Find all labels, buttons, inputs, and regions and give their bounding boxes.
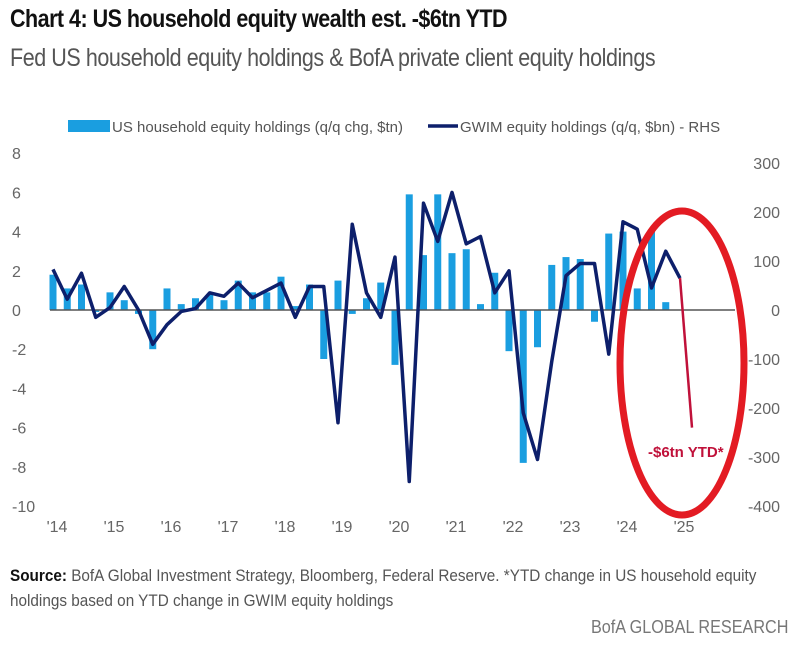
bar bbox=[477, 304, 484, 310]
bar bbox=[434, 194, 442, 310]
bar bbox=[78, 284, 85, 310]
y-axis-left: 8 6 4 2 0 -2 -4 -6 -8 -10 bbox=[12, 146, 35, 516]
bar bbox=[206, 294, 214, 310]
y-right-tick-label: 100 bbox=[753, 254, 780, 271]
bar bbox=[420, 255, 427, 310]
x-axis: '14 '15 '16 '17 '18 '19 '20 '21 '22 '23 '24 '25 bbox=[47, 519, 695, 536]
bar bbox=[348, 310, 356, 314]
y-left-tick-label: -6 bbox=[12, 421, 26, 438]
bar bbox=[220, 300, 228, 310]
bar-series bbox=[49, 194, 670, 463]
bar bbox=[519, 310, 527, 463]
legend: US household equity holdings (q/q chg, $… bbox=[68, 119, 720, 136]
bar bbox=[92, 310, 100, 312]
bar bbox=[605, 233, 613, 310]
ytd-estimate-line bbox=[678, 278, 694, 428]
bar bbox=[334, 280, 342, 310]
bar bbox=[591, 310, 598, 322]
legend-bar-swatch bbox=[68, 120, 110, 132]
y-left-tick-label: -10 bbox=[12, 499, 35, 516]
bar bbox=[462, 249, 470, 310]
x-tick-label: '16 bbox=[161, 519, 182, 536]
y-left-tick-label: 4 bbox=[12, 225, 21, 242]
y-right-tick-label: 300 bbox=[753, 156, 780, 173]
x-tick-label: '18 bbox=[275, 519, 296, 536]
legend-line-label: GWIM equity holdings (q/q, $bn) - RHS bbox=[460, 119, 720, 136]
x-tick-label: '22 bbox=[503, 519, 524, 536]
source-label: Source: bbox=[10, 566, 67, 585]
bar bbox=[548, 264, 556, 310]
bar bbox=[277, 276, 285, 310]
y-right-tick-label: 0 bbox=[771, 303, 780, 320]
bar bbox=[120, 300, 128, 310]
bar bbox=[505, 310, 513, 352]
chart-svg: US household equity holdings (q/q chg, $… bbox=[12, 119, 780, 536]
bar bbox=[377, 282, 385, 310]
x-tick-label: '23 bbox=[560, 519, 581, 536]
bar bbox=[633, 288, 641, 310]
y-left-tick-label: 6 bbox=[12, 185, 21, 202]
line-series bbox=[51, 190, 694, 484]
y-right-tick-label: 200 bbox=[753, 205, 780, 222]
bar bbox=[192, 298, 199, 310]
bar bbox=[106, 292, 114, 310]
gwim-line bbox=[51, 190, 682, 484]
x-tick-label: '15 bbox=[104, 519, 125, 536]
bar bbox=[149, 310, 157, 350]
y-left-tick-label: -4 bbox=[12, 381, 26, 398]
chart-title: Chart 4: US household equity wealth est.… bbox=[10, 5, 508, 33]
bar bbox=[648, 231, 655, 310]
bar bbox=[391, 310, 399, 365]
bar bbox=[291, 306, 299, 310]
source-text: BofA Global Investment Strategy, Bloombe… bbox=[10, 566, 757, 610]
bar bbox=[534, 310, 541, 348]
x-tick-label: '24 bbox=[617, 519, 638, 536]
bar bbox=[234, 280, 242, 310]
y-right-tick-label: -200 bbox=[748, 401, 780, 418]
x-tick-label: '20 bbox=[389, 519, 410, 536]
y-left-tick-label: 8 bbox=[12, 146, 21, 163]
bar bbox=[619, 231, 627, 310]
bar bbox=[448, 253, 456, 310]
bar bbox=[363, 298, 370, 310]
bar bbox=[263, 292, 271, 310]
bar bbox=[662, 302, 670, 310]
bar bbox=[49, 274, 57, 310]
x-tick-label: '14 bbox=[47, 519, 68, 536]
y-left-tick-label: 2 bbox=[12, 264, 21, 281]
bar bbox=[249, 292, 256, 310]
legend-bar-label: US household equity holdings (q/q chg, $… bbox=[112, 119, 403, 136]
ytd-annotation: -$6tn YTD* bbox=[648, 444, 724, 461]
chart-subtitle: Fed US household equity holdings & BofA … bbox=[10, 44, 656, 72]
y-right-tick-label: -400 bbox=[748, 499, 780, 516]
y-axis-right: 300 200 100 0 -100 -200 -300 -400 bbox=[748, 156, 780, 516]
bar bbox=[306, 284, 313, 310]
x-tick-label: '17 bbox=[218, 519, 239, 536]
brand-label: BofA GLOBAL RESEARCH bbox=[590, 617, 788, 637]
x-tick-label: '21 bbox=[446, 519, 467, 536]
source-note: Source: BofA Global Investment Strategy,… bbox=[10, 563, 757, 613]
bar bbox=[177, 304, 185, 310]
y-right-tick-label: -300 bbox=[748, 450, 780, 467]
y-right-tick-label: -100 bbox=[748, 352, 780, 369]
bar bbox=[576, 259, 584, 310]
highlight-ellipse bbox=[616, 207, 748, 519]
x-tick-label: '19 bbox=[332, 519, 353, 536]
y-left-tick-label: -2 bbox=[12, 342, 26, 359]
x-tick-label: '25 bbox=[674, 519, 695, 536]
bar bbox=[405, 194, 413, 310]
y-left-tick-label: -8 bbox=[12, 460, 26, 477]
bar bbox=[320, 310, 328, 359]
bar bbox=[163, 288, 171, 310]
y-left-tick-label: 0 bbox=[12, 303, 21, 320]
